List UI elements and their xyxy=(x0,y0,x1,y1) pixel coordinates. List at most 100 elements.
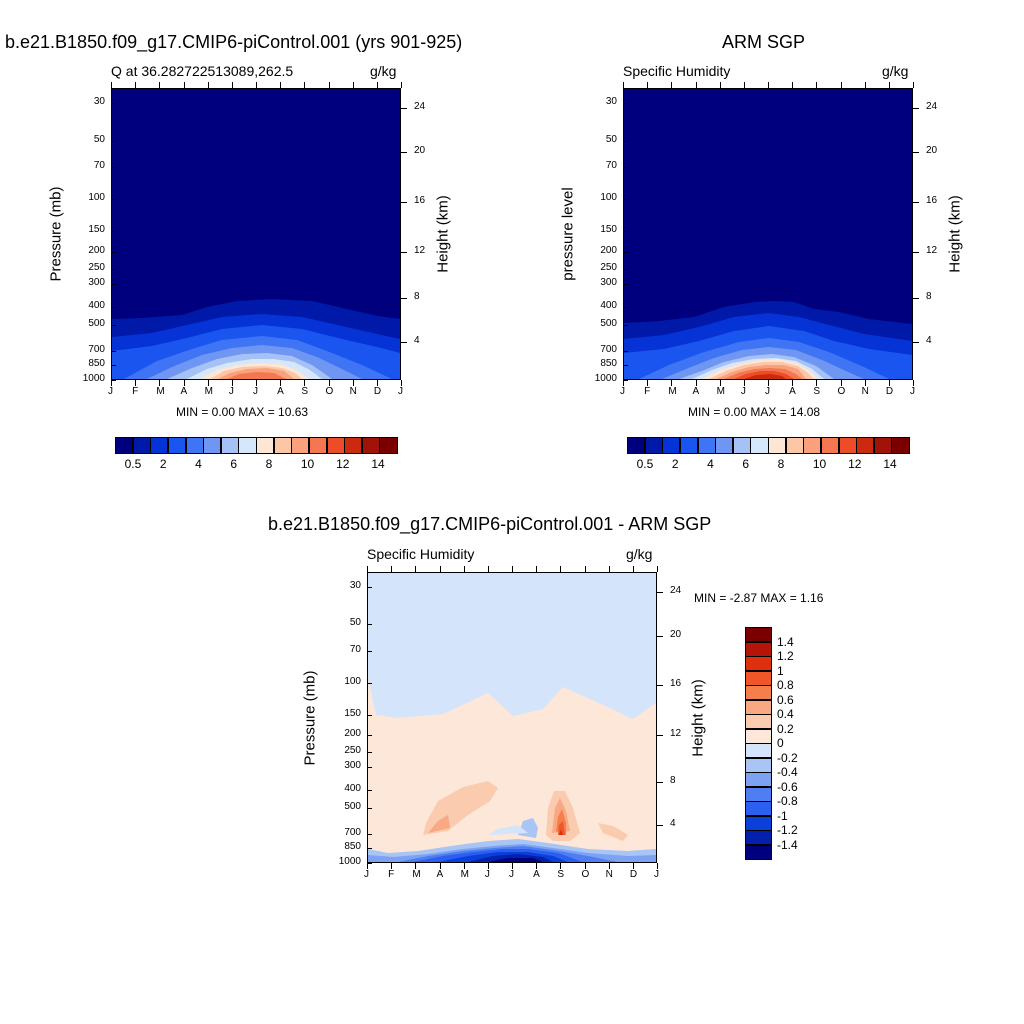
month-tick-mark-top xyxy=(632,566,634,572)
month-tick-mark-bottom xyxy=(623,380,624,386)
colorbar-box xyxy=(308,437,327,454)
month-tick-mark-top xyxy=(560,566,562,572)
pressure-tick-label: 70 xyxy=(349,643,361,655)
month-tick-mark-top xyxy=(135,82,137,88)
month-tick-mark-top xyxy=(183,82,185,88)
colorbar-box xyxy=(238,437,257,454)
month-tick-mark-top xyxy=(719,82,721,88)
panel2-variable-label: Specific Humidity xyxy=(623,63,731,79)
pressure-tick-mark xyxy=(367,714,372,716)
month-tick-label: N xyxy=(605,869,613,880)
colorbar-box xyxy=(803,437,822,454)
height-tick-mark xyxy=(401,201,407,203)
pressure-tick-label: 850 xyxy=(88,358,105,370)
height-tick-mark xyxy=(913,201,919,203)
colorbar-label: 6 xyxy=(230,457,238,471)
pressure-tick-label: 400 xyxy=(88,300,105,311)
panel2-minmax: MIN = 0.00 MAX = 14.08 xyxy=(688,405,821,419)
pressure-tick-mark xyxy=(367,766,372,768)
month-tick-mark-bottom xyxy=(487,863,489,869)
colorbar-box xyxy=(745,801,772,816)
height-tick-label: 12 xyxy=(414,244,426,256)
month-tick-label: A xyxy=(789,386,796,397)
month-tick-mark-bottom xyxy=(792,380,794,386)
pressure-tick-mark xyxy=(111,140,116,142)
height-tick-label: 4 xyxy=(926,335,932,347)
month-tick-label: J xyxy=(765,386,770,397)
month-tick-mark-bottom xyxy=(367,863,368,869)
pressure-tick-label: 500 xyxy=(344,800,361,812)
pressure-tick-label: 1000 xyxy=(82,373,105,384)
pressure-tick-label: 500 xyxy=(88,317,105,329)
month-tick-mark-top xyxy=(328,82,330,88)
colorbar-label: 1 xyxy=(777,663,784,678)
colorbar-box xyxy=(627,437,646,454)
pressure-tick-mark xyxy=(623,350,628,352)
colorbar-box xyxy=(344,437,363,454)
colorbar-label: 1.2 xyxy=(777,649,794,663)
pressure-tick-mark xyxy=(367,790,372,792)
pressure-tick-mark xyxy=(623,102,628,104)
month-tick-mark-top xyxy=(584,566,586,572)
month-tick-label: M xyxy=(668,386,677,397)
height-tick-label: 24 xyxy=(414,101,426,113)
month-tick-label: A xyxy=(180,386,188,397)
colorbar-label: -0.8 xyxy=(777,794,798,808)
panel1-contour-plot xyxy=(111,88,401,380)
month-tick-label: N xyxy=(349,386,357,397)
month-tick-mark-bottom xyxy=(536,863,538,869)
panel3-variable-label: Specific Humidity xyxy=(367,546,475,562)
pressure-tick-label: 200 xyxy=(600,244,617,256)
panel1-units-label: g/kg xyxy=(370,63,397,79)
month-tick-mark-top xyxy=(623,82,624,88)
colorbar-box xyxy=(745,685,772,700)
month-tick-mark-top xyxy=(864,82,866,88)
month-tick-label: F xyxy=(132,386,139,397)
month-tick-mark-top xyxy=(280,82,282,88)
colorbar-box xyxy=(891,437,910,454)
month-tick-mark-bottom xyxy=(439,863,441,869)
colorbar-box xyxy=(745,728,772,744)
month-tick-mark-top xyxy=(439,566,441,572)
panel2-units-label: g/kg xyxy=(882,63,909,79)
pressure-tick-mark xyxy=(111,307,116,308)
height-tick-mark xyxy=(657,734,663,736)
height-tick-label: 24 xyxy=(926,101,938,113)
colorbar-box xyxy=(679,437,698,454)
colorbar-box xyxy=(785,437,804,454)
pressure-tick-label: 70 xyxy=(93,159,105,171)
colorbar-label: 0.8 xyxy=(777,678,794,692)
pressure-tick-mark xyxy=(367,624,372,626)
colorbar-box xyxy=(745,627,772,642)
month-tick-label: J xyxy=(108,386,113,397)
month-tick-label: J xyxy=(740,386,746,397)
height-tick-label: 12 xyxy=(926,244,938,256)
month-tick-label: M xyxy=(156,386,165,397)
panel1-ylabel: Pressure (mb) xyxy=(47,186,65,282)
month-tick-mark-bottom xyxy=(840,380,842,386)
height-tick-mark xyxy=(657,781,663,783)
colorbar-box xyxy=(838,437,857,454)
month-tick-label: A xyxy=(277,386,284,397)
month-tick-label: N xyxy=(861,386,869,397)
pressure-tick-label: 850 xyxy=(344,841,361,853)
panel3-y2label: Height (km) xyxy=(689,679,707,757)
month-tick-label: S xyxy=(557,869,564,880)
month-tick-mark-top xyxy=(888,82,890,88)
pressure-tick-mark xyxy=(111,231,116,233)
colorbar-box xyxy=(820,437,839,454)
panel2-title: ARM SGP xyxy=(722,32,806,52)
colorbar-label: 8 xyxy=(777,457,785,471)
month-tick-label: F xyxy=(388,869,395,880)
pressure-tick-mark xyxy=(623,307,628,308)
month-tick-mark-top xyxy=(657,566,658,572)
pressure-tick-mark xyxy=(623,140,628,142)
colorbar-box xyxy=(745,656,772,671)
pressure-tick-mark xyxy=(111,166,116,168)
month-tick-mark-top xyxy=(256,82,257,88)
pressure-tick-label: 1000 xyxy=(338,856,361,867)
pressure-tick-label: 300 xyxy=(344,759,361,771)
panel1-title: b.e21.B1850.f09_g17.CMIP6-piControl.001 … xyxy=(5,32,463,52)
colorbar-label: -1 xyxy=(777,808,788,823)
colorbar-label: -0.2 xyxy=(777,750,798,765)
